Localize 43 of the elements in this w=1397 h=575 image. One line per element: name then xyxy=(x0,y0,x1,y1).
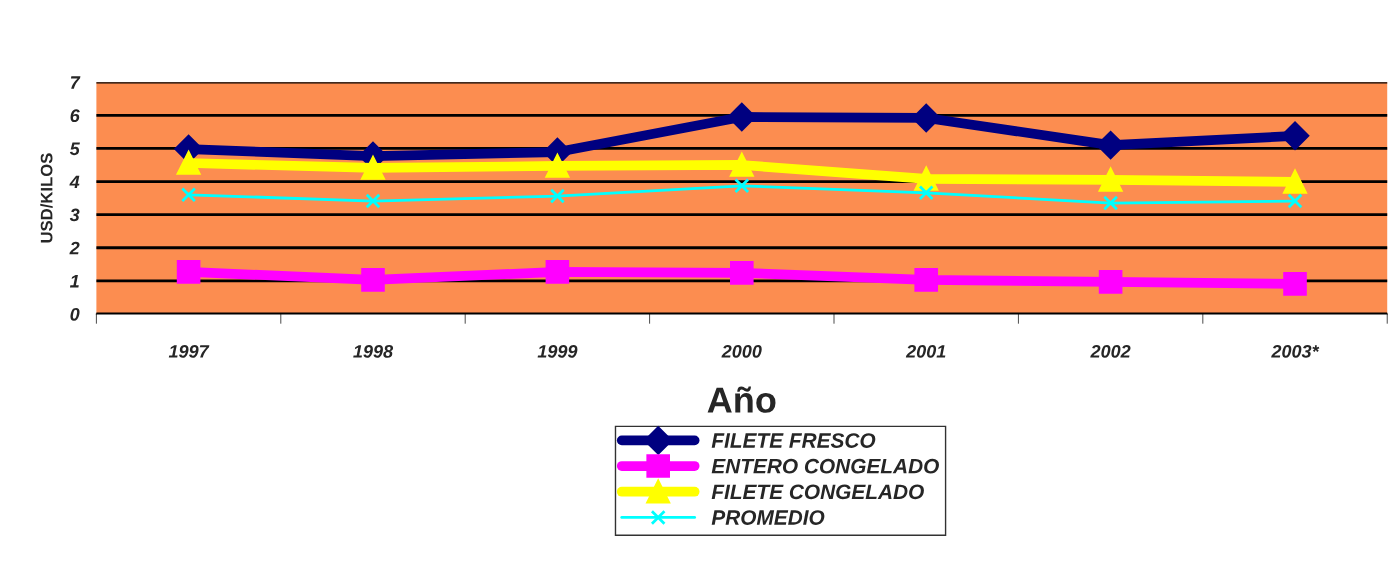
point xyxy=(1098,270,1123,294)
legend-label: PROMEDIO xyxy=(711,510,825,525)
point xyxy=(730,261,754,285)
point xyxy=(1102,195,1119,211)
point xyxy=(549,188,566,204)
x-axis-title: Año xyxy=(707,386,776,413)
y-axis-title: USD/KILOS xyxy=(40,153,53,243)
point xyxy=(914,167,939,191)
point xyxy=(730,153,754,177)
point xyxy=(912,103,941,133)
y-tick-label: 7 xyxy=(70,76,81,89)
point xyxy=(545,154,570,178)
point xyxy=(180,187,197,203)
legend-label: FILETE FRESCO xyxy=(711,433,876,448)
point xyxy=(734,178,750,194)
point xyxy=(361,156,385,180)
point xyxy=(918,185,934,201)
point xyxy=(365,193,381,209)
point xyxy=(545,260,570,284)
y-tick-label: 4 xyxy=(69,175,80,189)
x-tick-label: 2002 xyxy=(1090,344,1131,358)
point xyxy=(361,268,385,292)
point xyxy=(1287,193,1303,209)
x-tick-label: 1998 xyxy=(353,344,394,358)
x-tick-label: 2003* xyxy=(1271,344,1320,358)
y-tick-label: 0 xyxy=(70,307,80,321)
legend-label: ENTERO CONGELADO xyxy=(711,458,939,474)
point xyxy=(176,151,201,175)
point xyxy=(1283,170,1307,194)
y-tick-label: 1 xyxy=(69,274,79,288)
x-tick-label: 2001 xyxy=(905,344,946,358)
point xyxy=(914,268,939,292)
point xyxy=(176,260,201,284)
point xyxy=(1283,272,1307,296)
point xyxy=(1098,168,1123,192)
y-tick-label: 6 xyxy=(70,109,80,123)
y-tick-label: 2 xyxy=(69,241,80,255)
y-tick-label: 3 xyxy=(69,208,80,222)
x-tick-label: 1999 xyxy=(537,344,578,358)
x-tick-label: 1997 xyxy=(168,344,210,358)
y-tick-label: 5 xyxy=(69,142,80,156)
x-tick-label: 2000 xyxy=(721,344,762,358)
legend-label: FILETE CONGELADO xyxy=(711,484,924,500)
